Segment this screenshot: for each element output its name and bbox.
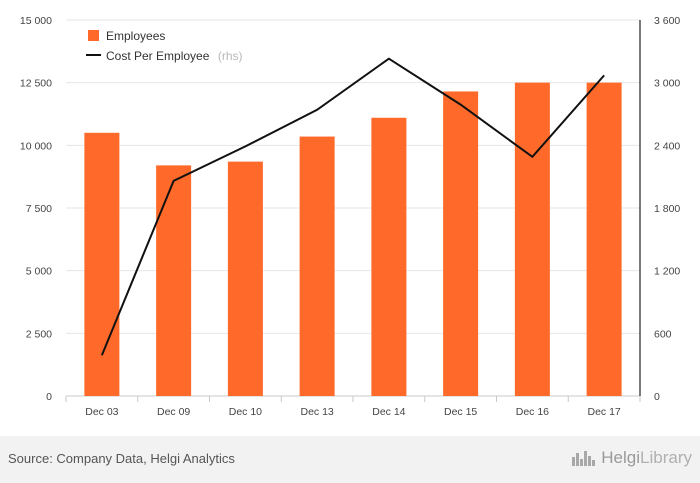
y-right-tick-label: 0: [654, 391, 660, 403]
x-tick-label: Dec 13: [300, 406, 333, 418]
legend-label-cost-text: Cost Per Employee: [106, 49, 210, 63]
bar-employees: [514, 82, 550, 397]
brand-logo: HelgiLibrary: [571, 448, 692, 468]
y-left-tick-label: 10 000: [20, 140, 52, 152]
bar-employees: [227, 161, 263, 396]
brand-prefix: Helgi: [601, 448, 641, 467]
skyline-logo-icon: [572, 451, 596, 466]
x-tick-label: Dec 14: [372, 406, 405, 418]
bar-employees: [84, 132, 120, 397]
legend: Employees Cost Per Employee (rhs): [86, 29, 243, 64]
bar-employees: [156, 165, 192, 396]
legend-label-employees: Employees: [106, 29, 165, 43]
source-text: Source: Company Data, Helgi Analytics: [8, 451, 235, 466]
y-left-tick-label: 5 000: [26, 266, 52, 278]
x-tick-label: Dec 15: [444, 406, 477, 418]
brand-suffix: Library: [640, 448, 692, 467]
y-right-tick-label: 2 400: [654, 140, 680, 152]
legend-swatch-employees: [88, 30, 99, 41]
legend-label-cost-suffix: (rhs): [218, 49, 243, 63]
y-right-tick-label: 3 000: [654, 78, 680, 90]
y-right-tick-label: 1 800: [654, 203, 680, 215]
chart-svg: 0 2 500 5 000 7 500 10 000 12 500 15 000 0 600 1 …: [20, 15, 681, 418]
bar-employees: [586, 82, 622, 397]
x-tick-label: Dec 03: [85, 406, 118, 418]
x-tick-label: Dec 10: [229, 406, 262, 418]
bar-employees: [443, 91, 479, 396]
y-left-tick-label: 7 500: [26, 203, 52, 215]
grid-layer: [66, 19, 640, 397]
footer: Source: Company Data, Helgi Analytics He…: [0, 436, 700, 483]
line-cost-per-employee: [100, 57, 605, 356]
bar-employees: [299, 136, 335, 396]
brand-name: HelgiLibrary: [601, 448, 692, 468]
legend-label-cost-per-employee: Cost Per Employee (rhs): [106, 47, 243, 64]
y-left-tick-label: 2 500: [26, 328, 52, 340]
x-tick-label: Dec 17: [587, 406, 620, 418]
x-tick-label: Dec 09: [157, 406, 190, 418]
y-left-tick-label: 12 500: [20, 78, 52, 90]
x-tick-label: Dec 16: [516, 406, 549, 418]
y-right-tick-label: 3 600: [654, 15, 680, 27]
y-left-tick-label: 15 000: [20, 15, 52, 27]
bar-employees: [371, 117, 407, 396]
y-right-tick-label: 600: [654, 328, 672, 340]
axis-layer: 0 2 500 5 000 7 500 10 000 12 500 15 000 0 600 1 …: [20, 15, 681, 418]
bars-layer: [84, 82, 622, 397]
line-layer: [100, 57, 605, 356]
y-right-tick-label: 1 200: [654, 266, 680, 278]
y-left-tick-label: 0: [46, 391, 52, 403]
